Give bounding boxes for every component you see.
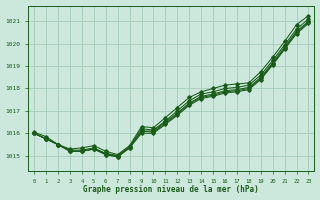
X-axis label: Graphe pression niveau de la mer (hPa): Graphe pression niveau de la mer (hPa): [84, 185, 259, 194]
